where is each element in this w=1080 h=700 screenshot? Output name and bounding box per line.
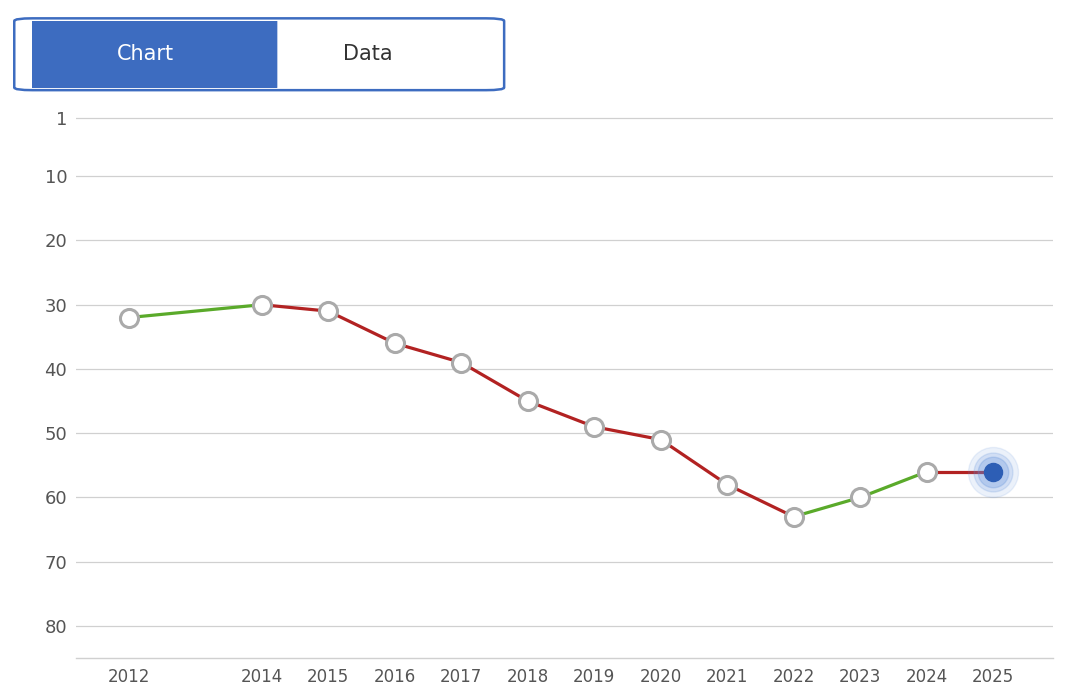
FancyBboxPatch shape	[14, 18, 504, 90]
Text: Chart: Chart	[118, 44, 174, 64]
Text: Data: Data	[343, 44, 393, 64]
FancyBboxPatch shape	[14, 18, 278, 90]
